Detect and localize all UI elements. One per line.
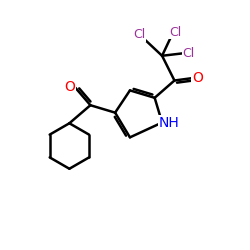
- Text: Cl: Cl: [169, 26, 181, 39]
- Text: O: O: [192, 71, 203, 85]
- Text: Cl: Cl: [182, 47, 195, 60]
- Text: NH: NH: [159, 116, 180, 130]
- Text: O: O: [65, 80, 76, 94]
- Text: Cl: Cl: [133, 28, 145, 41]
